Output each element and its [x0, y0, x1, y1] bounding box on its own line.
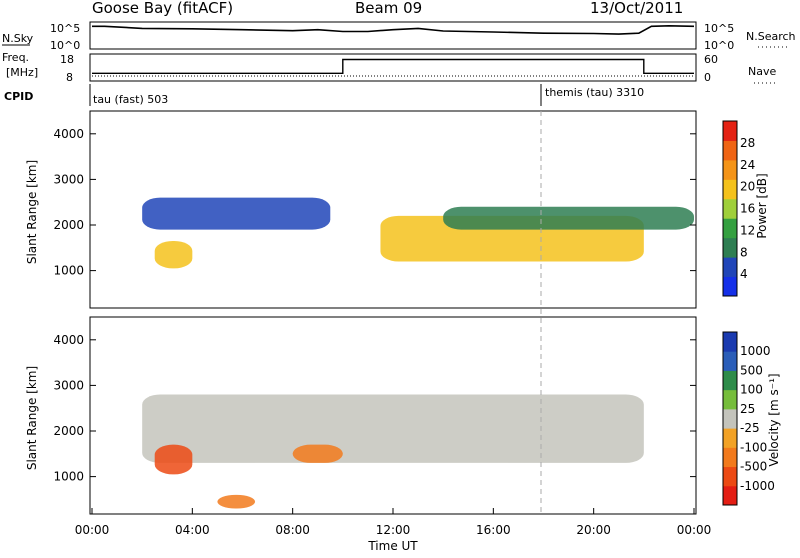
power-colorbar-swatch	[723, 179, 737, 200]
cpid-mode-2: themis (tau) 3310	[545, 86, 644, 99]
power-echo-features	[142, 197, 694, 269]
noise-left-tick-bottom: 10^0	[50, 39, 80, 52]
freq-label-top: Freq.	[2, 51, 29, 64]
power-colorbar-swatch	[723, 121, 737, 141]
power-colorbar: 28 24 20 16 12 8 4	[722, 120, 755, 297]
velocity-y-tick-label: 2000	[53, 424, 84, 438]
time-axis: 00:00 04:00 08:00 12:00 16:00 20:00 00:00	[75, 508, 712, 537]
power-colorbar-swatch	[723, 257, 737, 278]
power-colorbar-frame	[722, 120, 738, 297]
velocity-echo-features	[142, 394, 644, 509]
power-colorbar-swatch	[723, 198, 737, 219]
velocity-echo-region	[142, 394, 644, 463]
velocity-colorbar-swatch	[723, 485, 737, 506]
velocity-colorbar-tick: 25	[740, 402, 755, 416]
velocity-colorbar-frame	[722, 331, 738, 506]
freq-left-tick-top: 18	[60, 53, 74, 66]
power-y-axis-label: Slant Range [km]	[25, 160, 39, 264]
power-colorbar-tick: 16	[740, 202, 755, 216]
velocity-panel: 1000 2000 3000 4000 Slant Range [km] 1000 50…	[25, 316, 781, 515]
power-panel-frame	[89, 110, 697, 309]
velocity-colorbar-tick: -100	[740, 440, 767, 454]
power-colorbar-swatch	[723, 159, 737, 180]
date-label: 13/Oct/2011	[590, 0, 683, 17]
velocity-y-axis-label: Slant Range [km]	[25, 366, 39, 470]
velocity-echo-region	[217, 494, 256, 509]
power-colorbar-tick: 8	[740, 245, 748, 259]
velocity-echo-region	[154, 444, 193, 475]
x-tick-label: 08:00	[275, 523, 310, 537]
power-y-ticks: 1000 2000 3000 4000	[53, 127, 696, 278]
power-colorbar-tick: 28	[740, 136, 755, 150]
velocity-y-tick-label: 3000	[53, 378, 84, 392]
power-y-tick-label: 3000	[53, 172, 84, 186]
velocity-colorbar-swatch	[723, 351, 737, 371]
power-echo-region	[443, 206, 694, 230]
freq-right-tick-top: 60	[704, 53, 718, 66]
x-tick-label: 12:00	[376, 523, 411, 537]
x-tick-label: 16:00	[476, 523, 511, 537]
velocity-colorbar-swatch	[723, 389, 737, 410]
power-y-tick-label: 4000	[53, 127, 84, 141]
velocity-colorbar-swatch	[723, 408, 737, 429]
power-colorbar-tick: 24	[740, 158, 755, 172]
velocity-colorbar-tick: 100	[740, 383, 763, 397]
x-tick-label: 20:00	[576, 523, 611, 537]
noise-sky-line	[92, 24, 695, 35]
frequency-panel: Freq. [MHz] 18 8 60 0 Nave	[2, 51, 778, 84]
power-colorbar-swatch	[723, 276, 737, 297]
freq-label-bottom: [MHz]	[6, 66, 38, 79]
noise-left-label: N.Sky	[2, 32, 34, 45]
freq-left-tick-bottom: 8	[66, 71, 73, 84]
velocity-colorbar: 1000 500 100 25 -25 -100 -500 -1000	[722, 331, 775, 506]
power-colorbar-swatch	[723, 218, 737, 239]
noise-right-label: N.Search	[746, 30, 796, 43]
cpid-label: CPID	[4, 90, 33, 103]
cpid-mode-1: tau (fast) 503	[93, 93, 168, 106]
power-echo-region	[142, 197, 331, 230]
noise-panel-frame	[89, 21, 697, 50]
power-colorbar-tick: 4	[740, 267, 748, 281]
velocity-colorbar-tick: -500	[740, 460, 767, 474]
power-colorbar-tick: 20	[740, 180, 755, 194]
power-echo-region	[154, 240, 193, 269]
velocity-y-tick-label: 4000	[53, 333, 84, 347]
station-title: Goose Bay (fitACF)	[92, 0, 233, 17]
power-y-tick-label: 2000	[53, 218, 84, 232]
x-tick-label: 00:00	[677, 523, 712, 537]
noise-left-tick-top: 10^5	[50, 22, 80, 35]
power-colorbar-tick: 12	[740, 223, 755, 237]
x-axis-label: Time UT	[367, 539, 418, 553]
velocity-y-tick-label: 1000	[53, 470, 84, 484]
power-colorbar-swatch	[723, 237, 737, 258]
power-panel: 1000 2000 3000 4000 Slant Range [km] 28 24 20…	[25, 110, 769, 309]
velocity-colorbar-swatch	[723, 447, 737, 468]
freq-right-tick-bottom: 0	[704, 71, 711, 84]
velocity-colorbar-swatch	[723, 466, 737, 487]
power-colorbar-swatch	[723, 140, 737, 161]
cpid-panel: CPID tau (fast) 503 themis (tau) 3310	[4, 84, 644, 106]
noise-right-tick-bottom: 10^0	[704, 39, 734, 52]
velocity-y-ticks: 1000 2000 3000 4000	[53, 333, 696, 484]
x-tick-label: 04:00	[175, 523, 210, 537]
noise-panel: N.Sky 10^5 10^0 10^5 10^0 N.Search	[2, 21, 796, 52]
beam-label: Beam 09	[355, 0, 422, 17]
power-y-tick-label: 1000	[53, 264, 84, 278]
frequency-panel-frame	[89, 53, 697, 82]
velocity-colorbar-tick: -25	[740, 421, 760, 435]
velocity-colorbar-swatch	[723, 332, 737, 352]
velocity-colorbar-tick: -1000	[740, 479, 775, 493]
frequency-line	[92, 58, 694, 74]
x-tick-label: 00:00	[75, 523, 110, 537]
power-colorbar-label: Power [dB]	[755, 173, 769, 238]
velocity-echo-region	[292, 444, 343, 463]
velocity-colorbar-swatch	[723, 428, 737, 448]
noise-right-tick-top: 10^5	[704, 22, 734, 35]
velocity-colorbar-tick: 1000	[740, 344, 771, 358]
nave-label: Nave	[748, 65, 776, 78]
velocity-colorbar-tick: 500	[740, 363, 763, 377]
velocity-colorbar-label: Velocity [m s⁻¹]	[767, 373, 781, 466]
velocity-colorbar-swatch	[723, 370, 737, 391]
